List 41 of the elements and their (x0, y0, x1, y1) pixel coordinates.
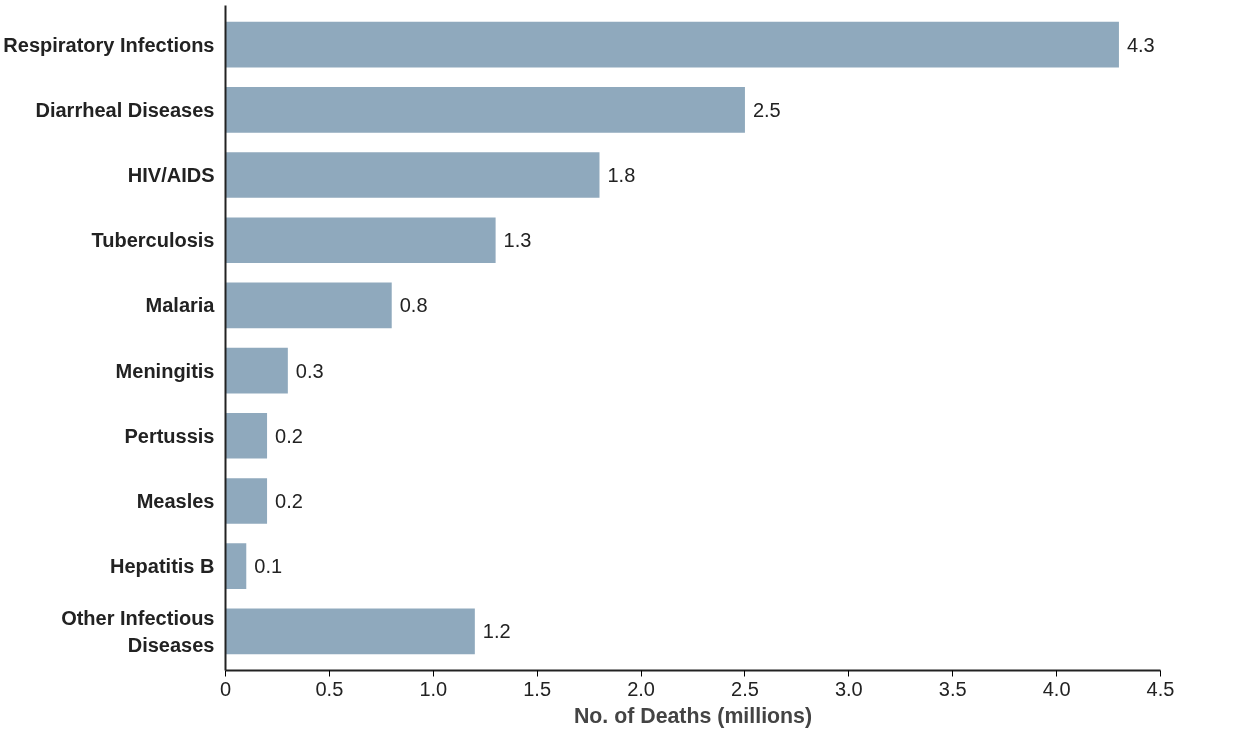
y-tick-label: Tuberculosis (91, 229, 215, 252)
y-tick-label: Diarrheal Diseases (35, 98, 215, 121)
data-label: 4.3 (1126, 33, 1155, 56)
x-axis-title: No. of Deaths (millions) (573, 703, 813, 728)
data-label: 1.2 (482, 620, 511, 643)
bar (225, 21, 1119, 68)
data-label: 0.8 (399, 294, 428, 317)
x-tick-label: 1.0 (419, 677, 448, 700)
y-tick-label: HIV/AIDS (127, 164, 215, 187)
x-tick-label: 3.0 (834, 677, 863, 700)
data-label: 1.8 (607, 164, 636, 187)
bar (225, 478, 268, 524)
x-tick-label: 4.5 (1146, 677, 1175, 700)
bar (225, 217, 496, 264)
bar (225, 282, 392, 329)
y-tick-label: Measles (136, 489, 215, 512)
y-tick-label: Other Infectious Diseases (61, 607, 215, 656)
bar (225, 152, 600, 198)
x-tick-label: 2.0 (627, 677, 655, 700)
data-label: 0.1 (254, 555, 283, 578)
data-label: 0.2 (275, 424, 303, 447)
x-tick-label: 4.0 (1042, 677, 1071, 700)
data-label: 0.2 (275, 489, 303, 512)
data-label: 0.3 (295, 359, 324, 382)
bar (225, 608, 475, 655)
y-tick-label: Meningitis (115, 359, 215, 382)
data-label: 2.5 (752, 98, 781, 121)
x-tick-label: 3.5 (938, 677, 967, 700)
x-tick-label: 0 (219, 677, 232, 700)
y-tick-label: Pertussis (124, 424, 215, 447)
y-tick-label: Hepatitis B (110, 555, 215, 578)
data-label: 1.3 (503, 229, 532, 252)
bar (225, 543, 247, 589)
x-tick-label: 0.5 (315, 677, 344, 700)
bar (225, 347, 288, 394)
bar (225, 87, 745, 133)
y-tick-label: Malaria (145, 294, 216, 317)
x-tick-label: 1.5 (523, 677, 552, 700)
y-tick-label: Respiratory Infections (3, 33, 215, 56)
x-tick-label: 2.5 (731, 677, 759, 700)
bar (225, 412, 268, 459)
